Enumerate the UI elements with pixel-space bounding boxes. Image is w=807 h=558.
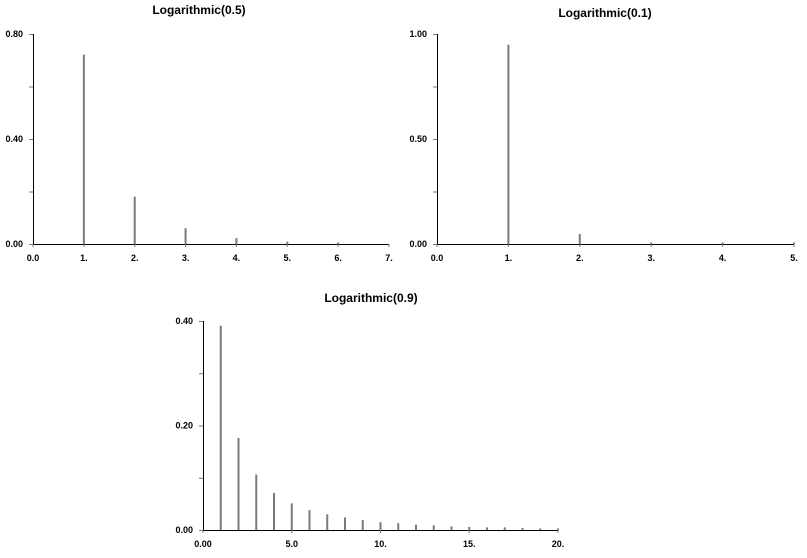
y-tick-label: 0.40 (5, 134, 23, 144)
x-tick-label: 0.0 (431, 253, 444, 263)
chart-title: Logarithmic(0.1) (558, 6, 651, 20)
x-tick-label: 4. (719, 253, 727, 263)
y-tick-label: 0.50 (409, 134, 427, 144)
chart-title: Logarithmic(0.9) (324, 291, 417, 305)
y-tick-label: 0.80 (5, 29, 23, 39)
x-tick-label: 5. (790, 253, 798, 263)
x-tick-label: 10. (374, 539, 387, 549)
x-tick-label: 5.0 (285, 539, 298, 549)
x-tick-label: 6. (334, 253, 342, 263)
x-tick-label: 0.0 (27, 253, 40, 263)
x-tick-label: 5. (284, 253, 292, 263)
y-tick-label: 0.00 (175, 525, 193, 535)
chart-title: Logarithmic(0.5) (152, 3, 245, 17)
y-tick-label: 0.00 (409, 239, 427, 249)
y-tick-label: 0.40 (175, 316, 193, 326)
x-tick-label: 20. (552, 539, 565, 549)
y-tick-label: 1.00 (409, 29, 427, 39)
x-tick-label: 0.00 (194, 539, 212, 549)
x-tick-label: 15. (463, 539, 476, 549)
y-tick-label: 0.00 (5, 239, 23, 249)
x-tick-label: 3. (647, 253, 655, 263)
x-tick-label: 3. (182, 253, 190, 263)
x-tick-label: 1. (80, 253, 88, 263)
x-tick-label: 4. (233, 253, 241, 263)
x-tick-label: 1. (505, 253, 513, 263)
y-tick-label: 0.20 (175, 421, 193, 431)
x-tick-label: 2. (131, 253, 139, 263)
x-tick-label: 2. (576, 253, 584, 263)
x-tick-label: 7. (385, 253, 393, 263)
